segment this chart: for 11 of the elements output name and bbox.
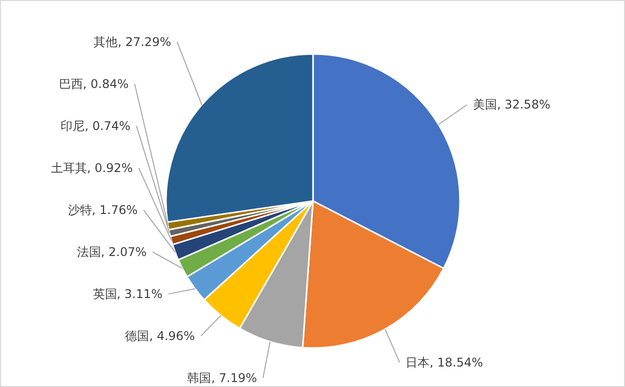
slice-label: 法国, 2.07% [76, 244, 147, 259]
slice-label: 沙特, 1.76% [68, 202, 138, 217]
slice-label: 日本, 18.54% [406, 355, 484, 370]
slice-label: 其他, 27.29% [94, 34, 172, 49]
slice-label: 德国, 4.96% [125, 328, 195, 343]
slice-label: 印尼, 0.74% [60, 118, 130, 133]
slice-label: 韩国, 7.19% [187, 370, 257, 385]
slice-label: 土耳其, 0.92% [51, 160, 133, 175]
slice-label: 美国, 32.58% [472, 98, 550, 112]
slice-label: 英国, 3.11% [92, 286, 163, 301]
slice-label: 巴西, 0.84% [58, 76, 129, 91]
